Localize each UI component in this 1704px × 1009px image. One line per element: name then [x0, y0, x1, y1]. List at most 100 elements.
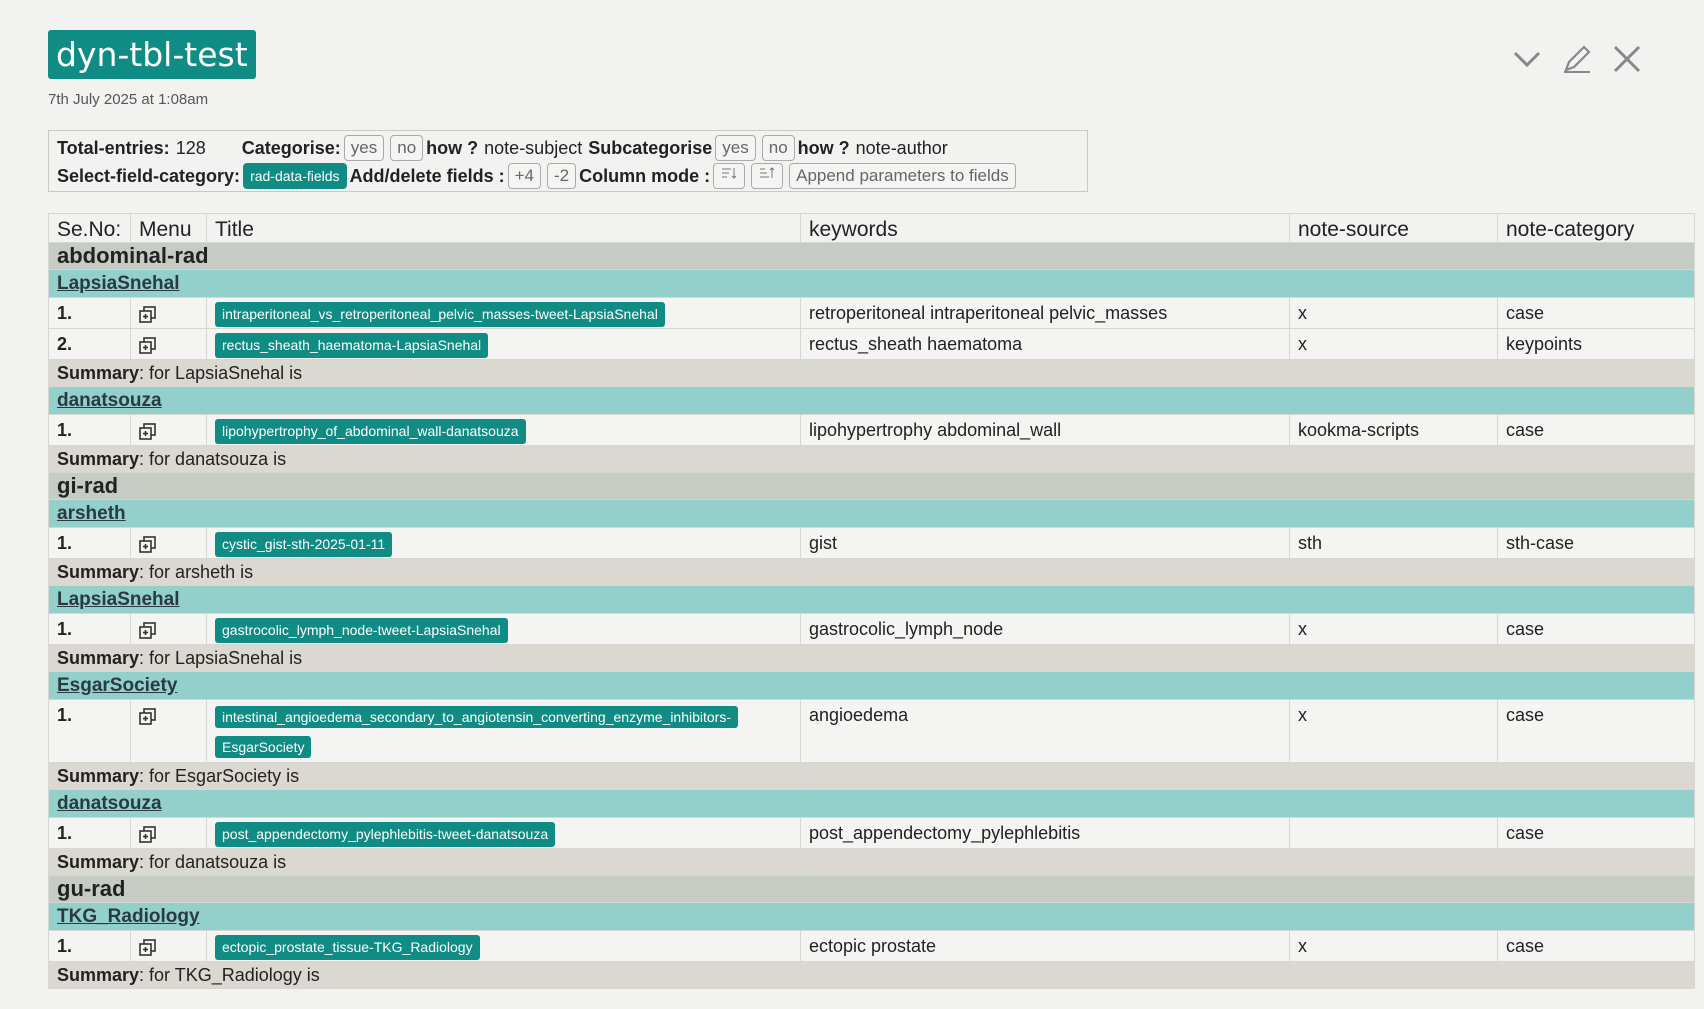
note-timestamp: 7th July 2025 at 1:08am — [48, 91, 209, 108]
note-title-tag[interactable]: intestinal_angioedema_secondary_to_angio… — [215, 702, 792, 762]
summary-empty-cell — [1497, 445, 1695, 473]
column-mode-sort-up-icon[interactable] — [751, 163, 784, 189]
category-label: gu-rad — [48, 875, 1695, 903]
column-header[interactable]: note-category — [1497, 213, 1695, 243]
keywords-cell: gist — [800, 527, 1290, 559]
row-menu-icon[interactable] — [130, 328, 207, 360]
summary-empty-cell — [1497, 359, 1695, 387]
subcategory-row: TKG_Radiology — [48, 902, 1695, 931]
delete-fields-button[interactable]: -2 — [546, 163, 577, 189]
subcategory-row: EsgarSociety — [48, 671, 1695, 700]
summary-row: Summary: for LapsiaSnehal is — [48, 644, 1695, 672]
subcategory-link[interactable]: LapsiaSnehal — [57, 273, 180, 294]
title-cell: ectopic_prostate_tissue-TKG_Radiology — [206, 930, 801, 962]
column-header[interactable]: Se.No: — [48, 213, 131, 243]
summary-empty-cell — [1289, 848, 1498, 876]
summary-row: Summary: for TKG_Radiology is — [48, 961, 1695, 989]
add-delete-fields-label: Add/delete fields : — [349, 165, 505, 186]
subcategory-link[interactable]: TKG_Radiology — [57, 906, 200, 927]
summary-empty-cell — [1497, 558, 1695, 586]
close-icon[interactable] — [1610, 42, 1644, 76]
subcategory-link[interactable]: EsgarSociety — [57, 675, 178, 696]
note-title-tag[interactable]: post_appendectomy_pylephlebitis-tweet-da… — [215, 822, 556, 847]
row-menu-icon[interactable] — [130, 817, 207, 849]
subcategory-link[interactable]: danatsouza — [57, 390, 162, 411]
summary-cell: Summary: for TKG_Radiology is — [48, 961, 801, 989]
note-source-cell: x — [1289, 699, 1498, 763]
keywords-cell: retroperitoneal intraperitoneal pelvic_m… — [800, 297, 1290, 329]
total-entries-value: 128 — [175, 137, 206, 158]
categorise-how-label: how ? — [426, 137, 479, 158]
column-header[interactable]: Menu — [130, 213, 207, 243]
note-title-tag[interactable]: lipohypertrophy_of_abdominal_wall-danats… — [215, 419, 526, 444]
note-title-tag[interactable]: cystic_gist-sth-2025-01-11 — [215, 532, 393, 557]
summary-cell: Summary: for LapsiaSnehal is — [48, 359, 801, 387]
summary-empty-cell — [800, 961, 1290, 989]
title-cell: rectus_sheath_haematoma-LapsiaSnehal — [206, 328, 801, 360]
column-header[interactable]: keywords — [800, 213, 1290, 243]
summary-empty-cell — [1497, 762, 1695, 790]
summary-row: Summary: for arsheth is — [48, 558, 1695, 586]
add-fields-button[interactable]: +4 — [507, 163, 541, 189]
row-menu-icon[interactable] — [130, 930, 207, 962]
categorise-no-button[interactable]: no — [390, 135, 424, 161]
summary-empty-cell — [800, 762, 1290, 790]
subcategory-link[interactable]: danatsouza — [57, 793, 162, 814]
serial-number: 1. — [48, 699, 131, 763]
edit-pencil-icon[interactable] — [1560, 42, 1594, 76]
categorise-yes-button[interactable]: yes — [343, 135, 385, 161]
category-row: abdominal-rad — [48, 242, 1695, 270]
column-mode-sort-down-icon[interactable] — [713, 163, 746, 189]
row-menu-icon[interactable] — [130, 613, 207, 645]
row-menu-icon[interactable] — [130, 527, 207, 559]
summary-text: : for arsheth is — [139, 562, 254, 582]
title-cell: cystic_gist-sth-2025-01-11 — [206, 527, 801, 559]
total-entries-label: Total-entries: — [57, 137, 170, 158]
note-toolbar — [1510, 42, 1644, 76]
row-menu-icon[interactable] — [130, 414, 207, 446]
subcategory-link[interactable]: LapsiaSnehal — [57, 589, 180, 610]
summary-empty-cell — [1289, 359, 1498, 387]
note-source-cell: x — [1289, 328, 1498, 360]
summary-empty-cell — [1497, 644, 1695, 672]
summary-row: Summary: for LapsiaSnehal is — [48, 359, 1695, 387]
subcategory-row: danatsouza — [48, 386, 1695, 415]
append-parameters-button[interactable]: Append parameters to fields — [789, 163, 1016, 189]
summary-label: Summary — [57, 648, 140, 668]
row-menu-icon[interactable] — [130, 297, 207, 329]
note-title[interactable]: dyn-tbl-test — [48, 30, 256, 79]
note-title-tag[interactable]: rectus_sheath_haematoma-LapsiaSnehal — [215, 333, 489, 358]
keywords-cell: gastrocolic_lymph_node — [800, 613, 1290, 645]
keywords-cell: rectus_sheath haematoma — [800, 328, 1290, 360]
subcategory-link[interactable]: arsheth — [57, 503, 126, 524]
subcategorise-yes-button[interactable]: yes — [715, 135, 756, 161]
serial-number: 1. — [48, 817, 131, 849]
subcategorise-no-button[interactable]: no — [761, 135, 795, 161]
column-header[interactable]: Title — [206, 213, 801, 243]
category-row: gu-rad — [48, 875, 1695, 903]
category-label: abdominal-rad — [48, 242, 1695, 270]
summary-empty-cell — [1497, 848, 1695, 876]
summary-empty-cell — [800, 848, 1290, 876]
subcategorise-how-label: how ? — [797, 137, 850, 158]
categorise-how-value: note-subject — [484, 137, 583, 158]
note-title-tag[interactable]: gastrocolic_lymph_node-tweet-LapsiaSneha… — [215, 618, 508, 643]
keywords-cell: post_appendectomy_pylephlebitis — [800, 817, 1290, 849]
row-menu-icon[interactable] — [130, 699, 207, 763]
table-header-row: Se.No: Menu Title keywords note-source n… — [48, 213, 1695, 243]
serial-number: 1. — [48, 414, 131, 446]
summary-empty-cell — [800, 644, 1290, 672]
field-category-button[interactable]: rad-data-fields — [243, 163, 347, 189]
summary-row: Summary: for danatsouza is — [48, 848, 1695, 876]
note-title-tag[interactable]: ectopic_prostate_tissue-TKG_Radiology — [215, 935, 480, 960]
summary-empty-cell — [1497, 961, 1695, 989]
summary-empty-cell — [1289, 762, 1498, 790]
chevron-down-icon[interactable] — [1510, 42, 1544, 76]
summary-text: : for LapsiaSnehal is — [139, 363, 303, 383]
note-category-cell: case — [1497, 613, 1695, 645]
subcategorise-how-value: note-author — [855, 137, 948, 158]
summary-label: Summary — [57, 852, 140, 872]
column-header[interactable]: note-source — [1289, 213, 1498, 243]
summary-label: Summary — [57, 766, 140, 786]
note-title-tag[interactable]: intraperitoneal_vs_retroperitoneal_pelvi… — [215, 302, 665, 327]
